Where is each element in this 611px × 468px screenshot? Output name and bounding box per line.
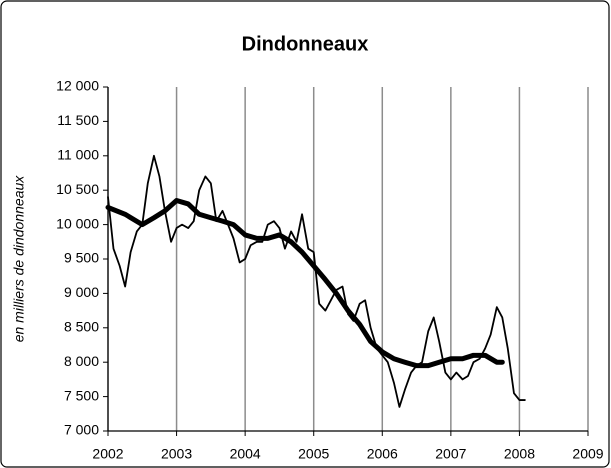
y-tick-label: 12 000 [56,78,99,94]
y-tick-label: 8 000 [64,353,99,369]
series-line [105,198,505,369]
y-tick-label: 8 500 [64,319,99,335]
x-tick-label: 2008 [504,446,535,462]
y-tick-label: 10 500 [56,181,99,197]
y-axis-label: en milliers de dindonneaux [11,175,27,343]
y-tick-label: 7 500 [64,387,99,403]
y-tick-label: 9 500 [64,250,99,266]
x-tick-label: 2009 [572,446,603,462]
y-tick-label: 10 000 [56,215,99,231]
x-tick-label: 2002 [92,446,123,462]
x-tick-label: 2007 [435,446,466,462]
y-tick-label: 11 000 [57,147,99,163]
x-tick-label: 2006 [367,446,398,462]
series-line [107,154,526,408]
y-tick-label: 7 000 [64,422,99,438]
x-tick-label: 2005 [298,446,329,462]
x-tick-label: 2004 [230,446,261,462]
x-tick-label: 2003 [161,446,192,462]
y-tick-label: 9 000 [64,284,99,300]
chart-title: Dindonneaux [242,33,369,55]
y-tick-label: 11 500 [57,112,99,128]
